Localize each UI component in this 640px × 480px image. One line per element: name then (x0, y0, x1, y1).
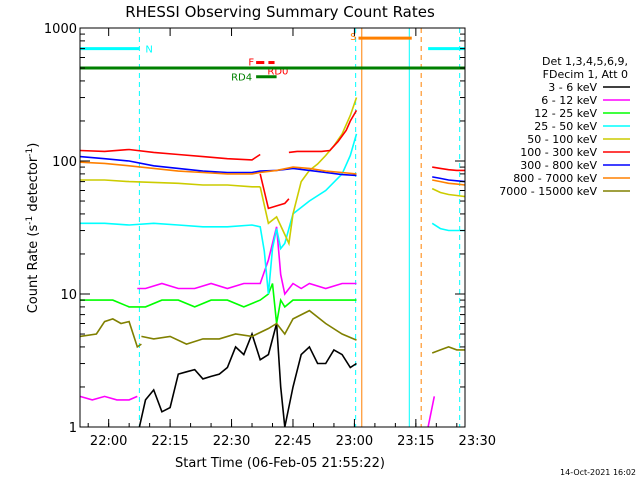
chart-title: RHESSI Observing Summary Count Rates (125, 3, 435, 21)
y-tick-label-3: 1000 (44, 22, 77, 37)
y-axis-label: Count Rate (s-1 detector-1) (25, 143, 41, 314)
flag-label-n: N (145, 45, 152, 56)
series-5-line-3 (432, 166, 465, 172)
x-tick-label-3: 22:45 (274, 434, 311, 449)
series-4-line-0 (80, 179, 261, 188)
flag-label-rd4: RD4 (231, 73, 252, 84)
legend: Det 1,3,4,5,6,9, FDecim 1, Att 0 3 - 6 k… (499, 55, 630, 198)
plot-frame (79, 27, 466, 428)
series-8-line-2 (431, 346, 465, 354)
x-tick-label-5: 23:15 (397, 434, 434, 449)
series-7-line-1 (432, 179, 466, 186)
series-8-line-1 (141, 309, 357, 345)
series-5-line-2 (288, 109, 358, 154)
series-3-line-0 (80, 133, 358, 295)
series-1-line-1 (137, 226, 357, 296)
flag-label-f: F (248, 58, 254, 69)
y-axis-label-mid: detector (26, 156, 41, 216)
legend-label-7: 800 - 7000 keV (513, 172, 597, 185)
footer-timestamp: 14-Oct-2021 16:02 (560, 468, 636, 477)
y-tick-label-2: 100 (52, 155, 77, 170)
series-5-line-1 (259, 173, 290, 210)
legend-label-6: 300 - 800 keV (520, 159, 597, 172)
series-4-line-2 (431, 187, 466, 198)
flag-label-s: S (350, 32, 356, 43)
legend-label-1: 6 - 12 keV (541, 94, 597, 107)
series-0-line-0 (138, 323, 357, 428)
series-3-line-1 (431, 222, 465, 232)
legend-label-8: 7000 - 15000 keV (499, 185, 597, 198)
legend-label-3: 25 - 50 keV (534, 120, 597, 133)
legend-label-0: 3 - 6 keV (548, 81, 597, 94)
flag-bars-layer: N S F RD0 RD4 (80, 32, 465, 84)
series-5-line-0 (79, 148, 261, 161)
series-1-line-2 (427, 396, 436, 428)
flag-label-rd0: RD0 (267, 67, 288, 78)
x-axis-label: Start Time (06-Feb-05 21:55:22) (175, 456, 385, 471)
series-4-line-1 (259, 97, 358, 247)
series-6-line-1 (432, 176, 466, 183)
x-tick-label-4: 23:00 (336, 434, 373, 449)
series-8-line-0 (79, 318, 142, 349)
series-7-line-0 (79, 161, 357, 175)
y-axis-label-main: Count Rate (s (26, 225, 41, 314)
x-tick-label-2: 22:30 (213, 434, 250, 449)
y-tick-label-1: 10 (60, 288, 77, 303)
y-tick-label-0: 1 (69, 421, 77, 436)
series-layer (79, 97, 466, 428)
y-axis-label-sup2: -1 (25, 148, 35, 157)
x-axis-ticks: 22:00 22:15 22:30 22:45 23:00 23:15 23:30 (87, 28, 496, 449)
x-tick-label-6: 23:30 (459, 434, 496, 449)
series-2-line-0 (80, 283, 357, 324)
x-tick-label-1: 22:15 (151, 434, 188, 449)
y-axis-label-sup1: -1 (25, 216, 35, 225)
series-6-line-0 (79, 155, 357, 177)
vertical-markers (79, 28, 461, 427)
legend-header-line2: FDecim 1, Att 0 (543, 68, 628, 81)
legend-label-5: 100 - 300 keV (520, 146, 597, 159)
x-tick-label-0: 22:00 (90, 434, 127, 449)
legend-header-line1: Det 1,3,4,5,6,9, (542, 55, 628, 68)
y-axis-label-end: ) (26, 143, 41, 148)
legend-label-2: 12 - 25 keV (534, 107, 597, 120)
legend-label-4: 50 - 100 keV (527, 133, 597, 146)
series-1-line-0 (79, 395, 138, 401)
y-axis-ticks: 1 10 100 1000 (44, 22, 465, 436)
